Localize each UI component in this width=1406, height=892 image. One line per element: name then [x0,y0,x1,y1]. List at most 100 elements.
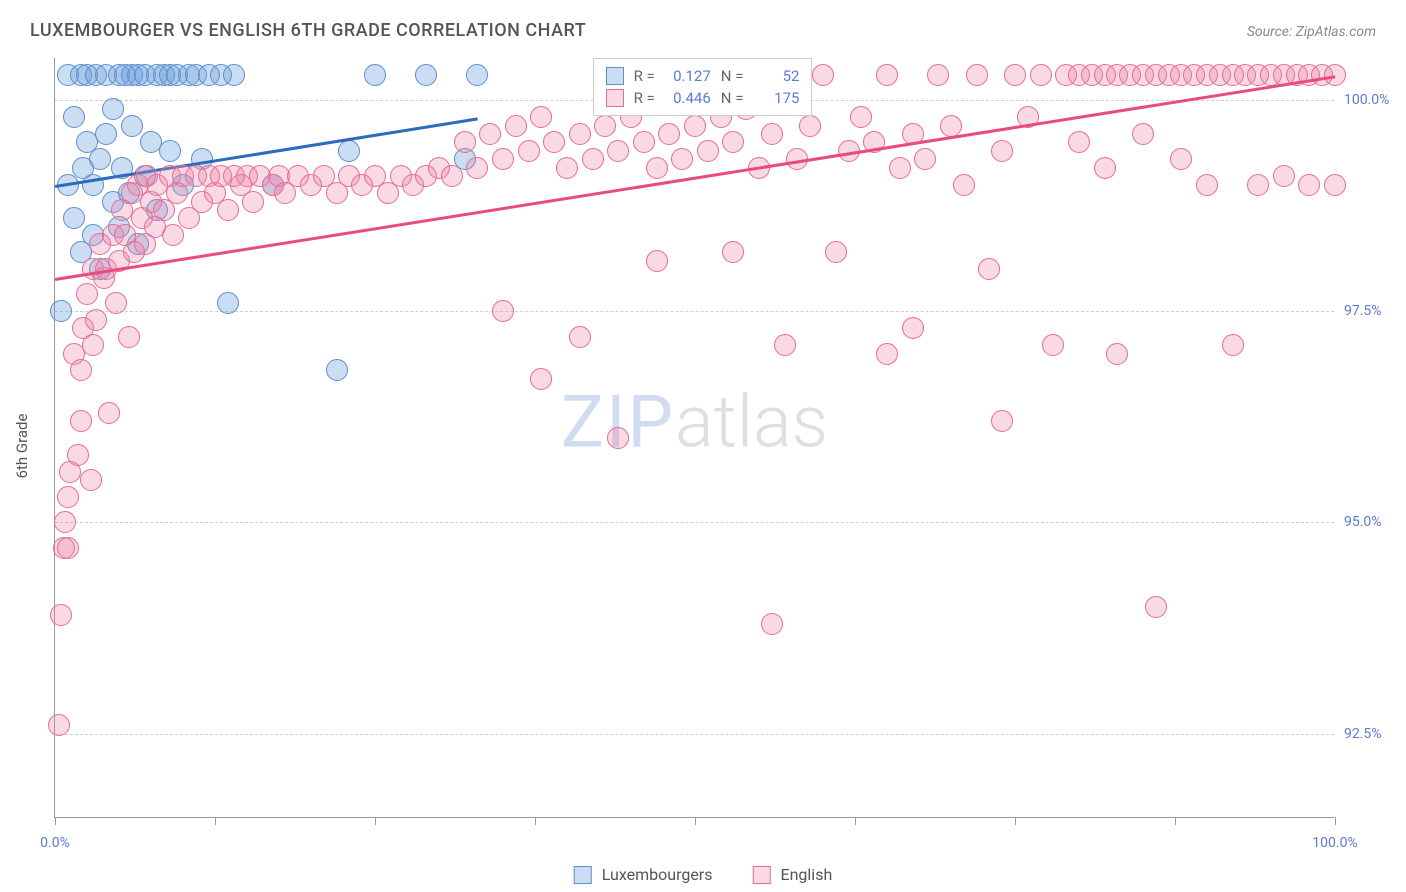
scatter-point [876,343,898,365]
scatter-point [761,613,783,635]
xtick [215,817,216,825]
scatter-point [80,469,102,491]
scatter-point [505,115,527,137]
scatter-point [940,115,962,137]
scatter-point [492,300,514,322]
xtick-label: 0.0% [40,835,70,851]
scatter-point [159,140,181,162]
ytick-label: 100.0% [1344,92,1404,108]
scatter-point [63,106,85,128]
scatter-point [876,64,898,86]
scatter-point [1106,343,1128,365]
scatter-point [48,714,70,736]
scatter-point [63,207,85,229]
scatter-point [633,131,655,153]
watermark: ZIPatlas [561,380,828,465]
scatter-point [118,326,140,348]
scatter-point [722,131,744,153]
scatter-point [76,283,98,305]
scatter-point [454,131,476,153]
n-value: 175 [753,89,799,107]
legend-label-luxembourgers: Luxembourgers [602,865,713,884]
scatter-point [607,427,629,449]
scatter-point [889,157,911,179]
scatter-point [991,410,1013,432]
scatter-point [902,317,924,339]
watermark-zip: ZIP [561,380,675,465]
scatter-point [162,224,184,246]
scatter-point [953,174,975,196]
scatter-point [812,64,834,86]
ytick-label: 92.5% [1344,726,1404,742]
scatter-point [914,148,936,170]
scatter-point [242,191,264,213]
plot-area: ZIPatlas 92.5%95.0%97.5%100.0%0.0%100.0%… [54,58,1334,818]
xtick [535,817,536,825]
scatter-point [646,250,668,272]
legend-swatch [606,89,624,107]
scatter-point [1324,174,1346,196]
gridline [55,734,1334,735]
legend-swatch-luxembourgers [574,866,592,884]
correlation-legend-row: R =0.127N =52 [606,65,800,87]
xtick [1335,817,1336,825]
xtick [375,817,376,825]
scatter-point [50,604,72,626]
y-axis-label: 6th Grade [13,414,31,479]
scatter-point [1298,174,1320,196]
legend-swatch [606,67,624,85]
r-label: R = [634,67,655,85]
scatter-point [50,300,72,322]
n-label: N = [721,89,744,107]
xtick [55,817,56,825]
scatter-point [569,123,591,145]
scatter-point [582,148,604,170]
scatter-point [1196,174,1218,196]
scatter-point [556,157,578,179]
scatter-point [98,402,120,424]
xtick [855,817,856,825]
scatter-point [217,292,239,314]
legend-swatch-english [752,866,770,884]
scatter-point [57,486,79,508]
scatter-point [105,292,127,314]
scatter-point [1068,131,1090,153]
scatter-point [978,258,1000,280]
scatter-point [671,148,693,170]
scatter-point [850,106,872,128]
r-value: 0.127 [665,67,711,85]
scatter-point [1222,334,1244,356]
scatter-point [223,64,245,86]
n-label: N = [721,67,744,85]
scatter-point [326,359,348,381]
scatter-point [1094,157,1116,179]
r-label: R = [634,89,655,107]
scatter-point [415,64,437,86]
scatter-point [761,123,783,145]
scatter-point [67,444,89,466]
bottom-legend: Luxembourgers English [574,865,833,884]
scatter-point [774,334,796,356]
scatter-point [1247,174,1269,196]
scatter-point [684,115,706,137]
legend-item-english: English [752,865,832,884]
scatter-point [1042,334,1064,356]
scatter-point [364,64,386,86]
legend-item-luxembourgers: Luxembourgers [574,865,713,884]
scatter-point [530,368,552,390]
scatter-point [479,123,501,145]
scatter-point [799,115,821,137]
scatter-point [1324,64,1346,86]
scatter-point [466,64,488,86]
scatter-point [646,157,668,179]
xtick [1015,817,1016,825]
ytick-label: 95.0% [1344,514,1404,530]
scatter-point [991,140,1013,162]
scatter-point [492,148,514,170]
scatter-point [966,64,988,86]
gridline [55,522,1334,523]
r-value: 0.446 [665,89,711,107]
scatter-point [89,148,111,170]
scatter-point [466,157,488,179]
gridline [55,311,1334,312]
